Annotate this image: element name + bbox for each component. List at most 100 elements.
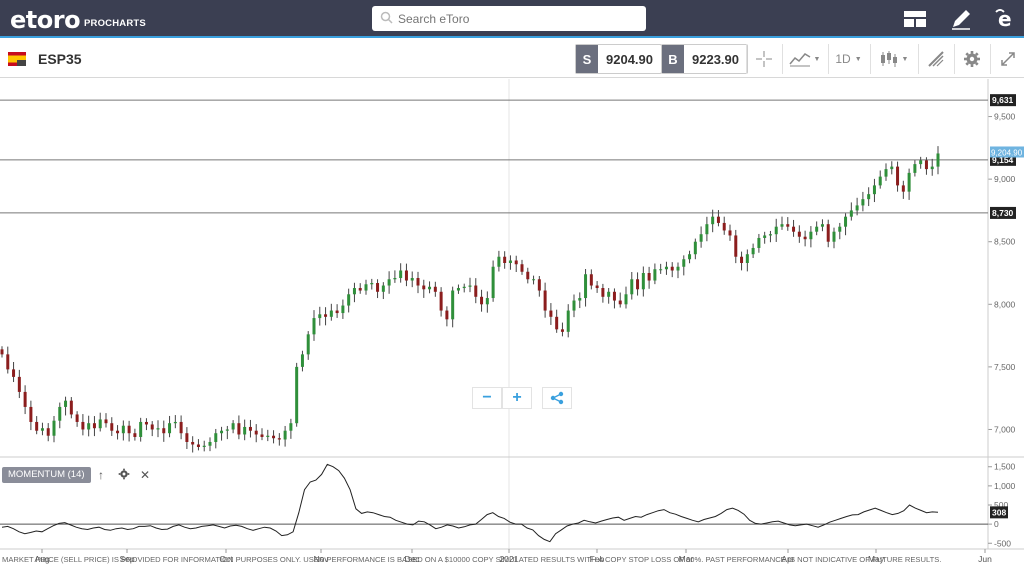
candle-body [520,264,524,272]
candle-body [150,424,154,430]
candle-body [393,278,397,280]
candle-body [803,236,807,240]
candle-body [364,284,368,291]
drawing-icon [927,51,944,67]
candle-body [844,216,848,227]
candle-body [820,224,824,227]
search-input[interactable] [398,10,638,27]
timeframe-selector[interactable]: 1D ▼ [828,44,868,74]
x-axis-tick-label: Apr [781,554,794,564]
plot-background [0,79,988,549]
sell-price-button[interactable]: S 9204.90 [575,44,662,74]
crosshair-tool[interactable] [746,44,780,74]
candle-body [225,429,229,431]
candle-body [560,329,564,332]
x-axis-tick-label: Mar [679,554,694,564]
candle-body [283,430,287,440]
momentum-axis-tick-label: 500 [994,500,1008,510]
candle-body [237,423,241,435]
fullscreen-tool[interactable] [990,44,1024,74]
candle-body [352,288,356,295]
candle-body [46,428,50,436]
candle-style-tool[interactable]: ▼ [870,44,916,74]
momentum-axis-tick-label: 0 [994,519,999,529]
candle-body [0,349,4,355]
candle-body [480,296,484,305]
candle-body [335,310,339,314]
price-chart[interactable]: 9,500 9,000 8,500 8,000 7,500 7,000 9,631 9,154… [0,79,1024,567]
candle-body [890,166,894,170]
drawing-tool[interactable] [918,44,952,74]
candle-body [329,310,333,317]
candle-body [433,286,437,292]
momentum-indicator-label[interactable]: MOMENTUM (14) [2,467,91,483]
candle-body [711,216,715,225]
candle-body [589,274,593,286]
candle-body [312,318,316,335]
candle-body [809,231,813,240]
chart-type-tool[interactable]: ▼ [782,44,826,74]
candle-body [584,274,588,299]
momentum-axis-tick-label: -500 [994,538,1011,548]
candle-body [260,434,264,437]
etoro-logo[interactable]: etoro [10,6,81,34]
crosshair-icon [755,51,772,67]
candle-body [930,166,934,170]
candle-body [162,428,166,434]
instrument-symbol: ESP35 [38,51,82,67]
candle-body [370,283,374,285]
candle-body [555,316,559,330]
candle-body [439,291,443,311]
etoro-e-icon[interactable]: e [992,6,1018,32]
buy-price-button[interactable]: B 9223.90 [661,44,748,74]
candle-body [763,235,767,238]
candle-body [607,291,611,297]
candle-body [664,266,668,270]
candle-body [503,256,507,263]
zoom-out-button[interactable]: − [472,387,502,409]
candle-body [196,444,200,447]
move-up-icon[interactable]: ↑ [98,468,104,482]
zoom-in-button[interactable]: + [502,387,532,409]
candle-body [358,288,362,291]
chart-type-icon [788,53,810,67]
buy-price: 9223.90 [692,51,739,67]
candle-body [428,286,432,290]
candle-body [300,354,304,367]
gear-icon [118,468,130,480]
close-indicator-icon[interactable]: ✕ [140,468,151,482]
candle-body [156,428,160,430]
candle-body [612,291,616,301]
candle-body [220,430,224,434]
horizontal-level-label: 9,154 [992,155,1014,165]
candle-body [92,423,96,429]
candle-body [404,270,408,281]
share-icon [550,391,564,405]
share-button[interactable] [542,387,572,409]
candle-body [399,270,403,279]
layout-icon[interactable] [902,6,928,32]
settings-tool[interactable] [954,44,988,74]
candle-body [595,285,599,289]
candle-body [214,433,218,442]
top-navigation-bar: etoro PROCHARTS e [0,0,1024,38]
candle-body [578,298,582,301]
candle-body [324,314,328,317]
candle-body [485,298,489,305]
x-axis-tick-label: May [868,554,885,564]
current-price-label-bg [990,146,1024,158]
candle-body [849,210,853,217]
x-axis-tick-label: Aug [34,554,49,564]
edit-pencil-icon[interactable] [948,6,974,32]
candle-body [40,428,44,431]
chart-area[interactable]: 9,500 9,000 8,500 8,000 7,500 7,000 9,631 9,154… [0,79,1024,567]
candle-body [381,285,385,292]
candle-body [896,166,900,186]
search-icon [380,11,393,24]
candle-body [277,438,281,440]
candle-body [98,419,102,429]
candle-body [855,205,859,211]
indicator-settings-gear-icon[interactable] [118,468,130,483]
svg-text:e: e [998,7,1012,31]
search-box[interactable] [372,6,646,31]
